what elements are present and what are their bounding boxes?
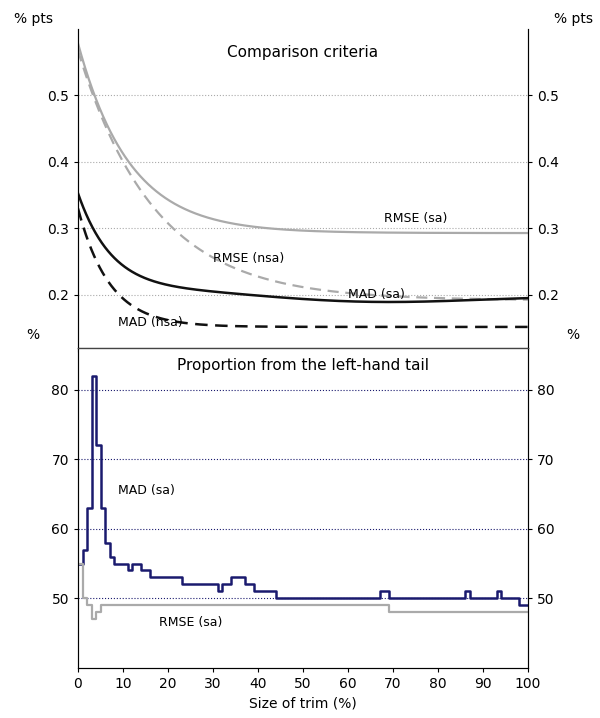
- Text: MAD (sa): MAD (sa): [119, 484, 175, 497]
- X-axis label: Size of trim (%): Size of trim (%): [249, 696, 357, 710]
- Text: MAD (nsa): MAD (nsa): [119, 316, 183, 330]
- Text: %: %: [566, 328, 580, 342]
- Text: Comparison criteria: Comparison criteria: [227, 45, 379, 60]
- Text: Proportion from the left-hand tail: Proportion from the left-hand tail: [177, 358, 429, 373]
- Text: RMSE (sa): RMSE (sa): [159, 616, 223, 629]
- Text: RMSE (nsa): RMSE (nsa): [213, 252, 284, 266]
- Text: MAD (sa): MAD (sa): [348, 288, 405, 301]
- Text: %: %: [26, 328, 40, 342]
- Text: RMSE (sa): RMSE (sa): [384, 212, 448, 225]
- Text: % pts: % pts: [554, 11, 593, 26]
- Text: % pts: % pts: [14, 11, 53, 26]
